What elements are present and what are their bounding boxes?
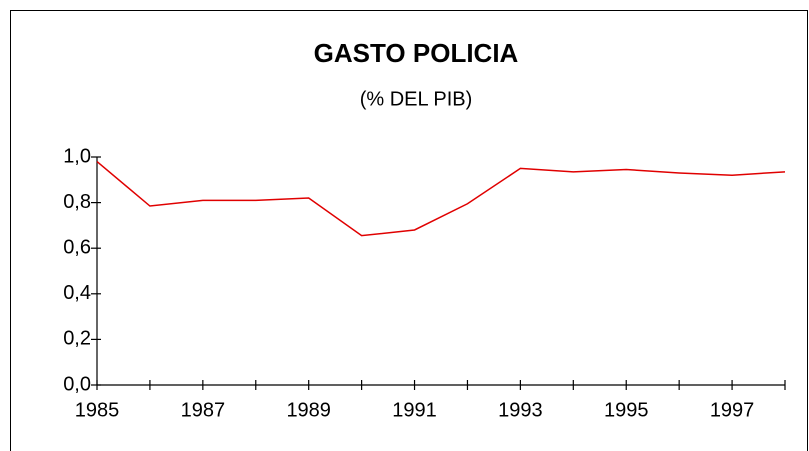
y-tick-label: 1,0 — [63, 145, 91, 167]
x-tick-label: 1985 — [75, 399, 120, 421]
x-tick-label: 1993 — [498, 399, 543, 421]
chart-title: GASTO POLICIA — [314, 38, 519, 68]
y-tick-label: 0,2 — [63, 328, 91, 350]
y-tick-label: 0,0 — [63, 373, 91, 395]
frame — [10, 10, 808, 451]
y-tick-label: 0,8 — [63, 191, 91, 213]
y-tick-label: 0,4 — [63, 282, 91, 304]
y-tick-label: 0,6 — [63, 236, 91, 258]
x-tick-label: 1995 — [604, 399, 649, 421]
data-line — [96, 160, 786, 237]
chart-subtitle: (% DEL PIB) — [360, 88, 473, 110]
x-tick-label: 1987 — [181, 399, 226, 421]
x-tick-label: 1989 — [286, 399, 331, 421]
x-tick-label: 1991 — [392, 399, 437, 421]
x-tick-label: 1997 — [710, 399, 755, 421]
